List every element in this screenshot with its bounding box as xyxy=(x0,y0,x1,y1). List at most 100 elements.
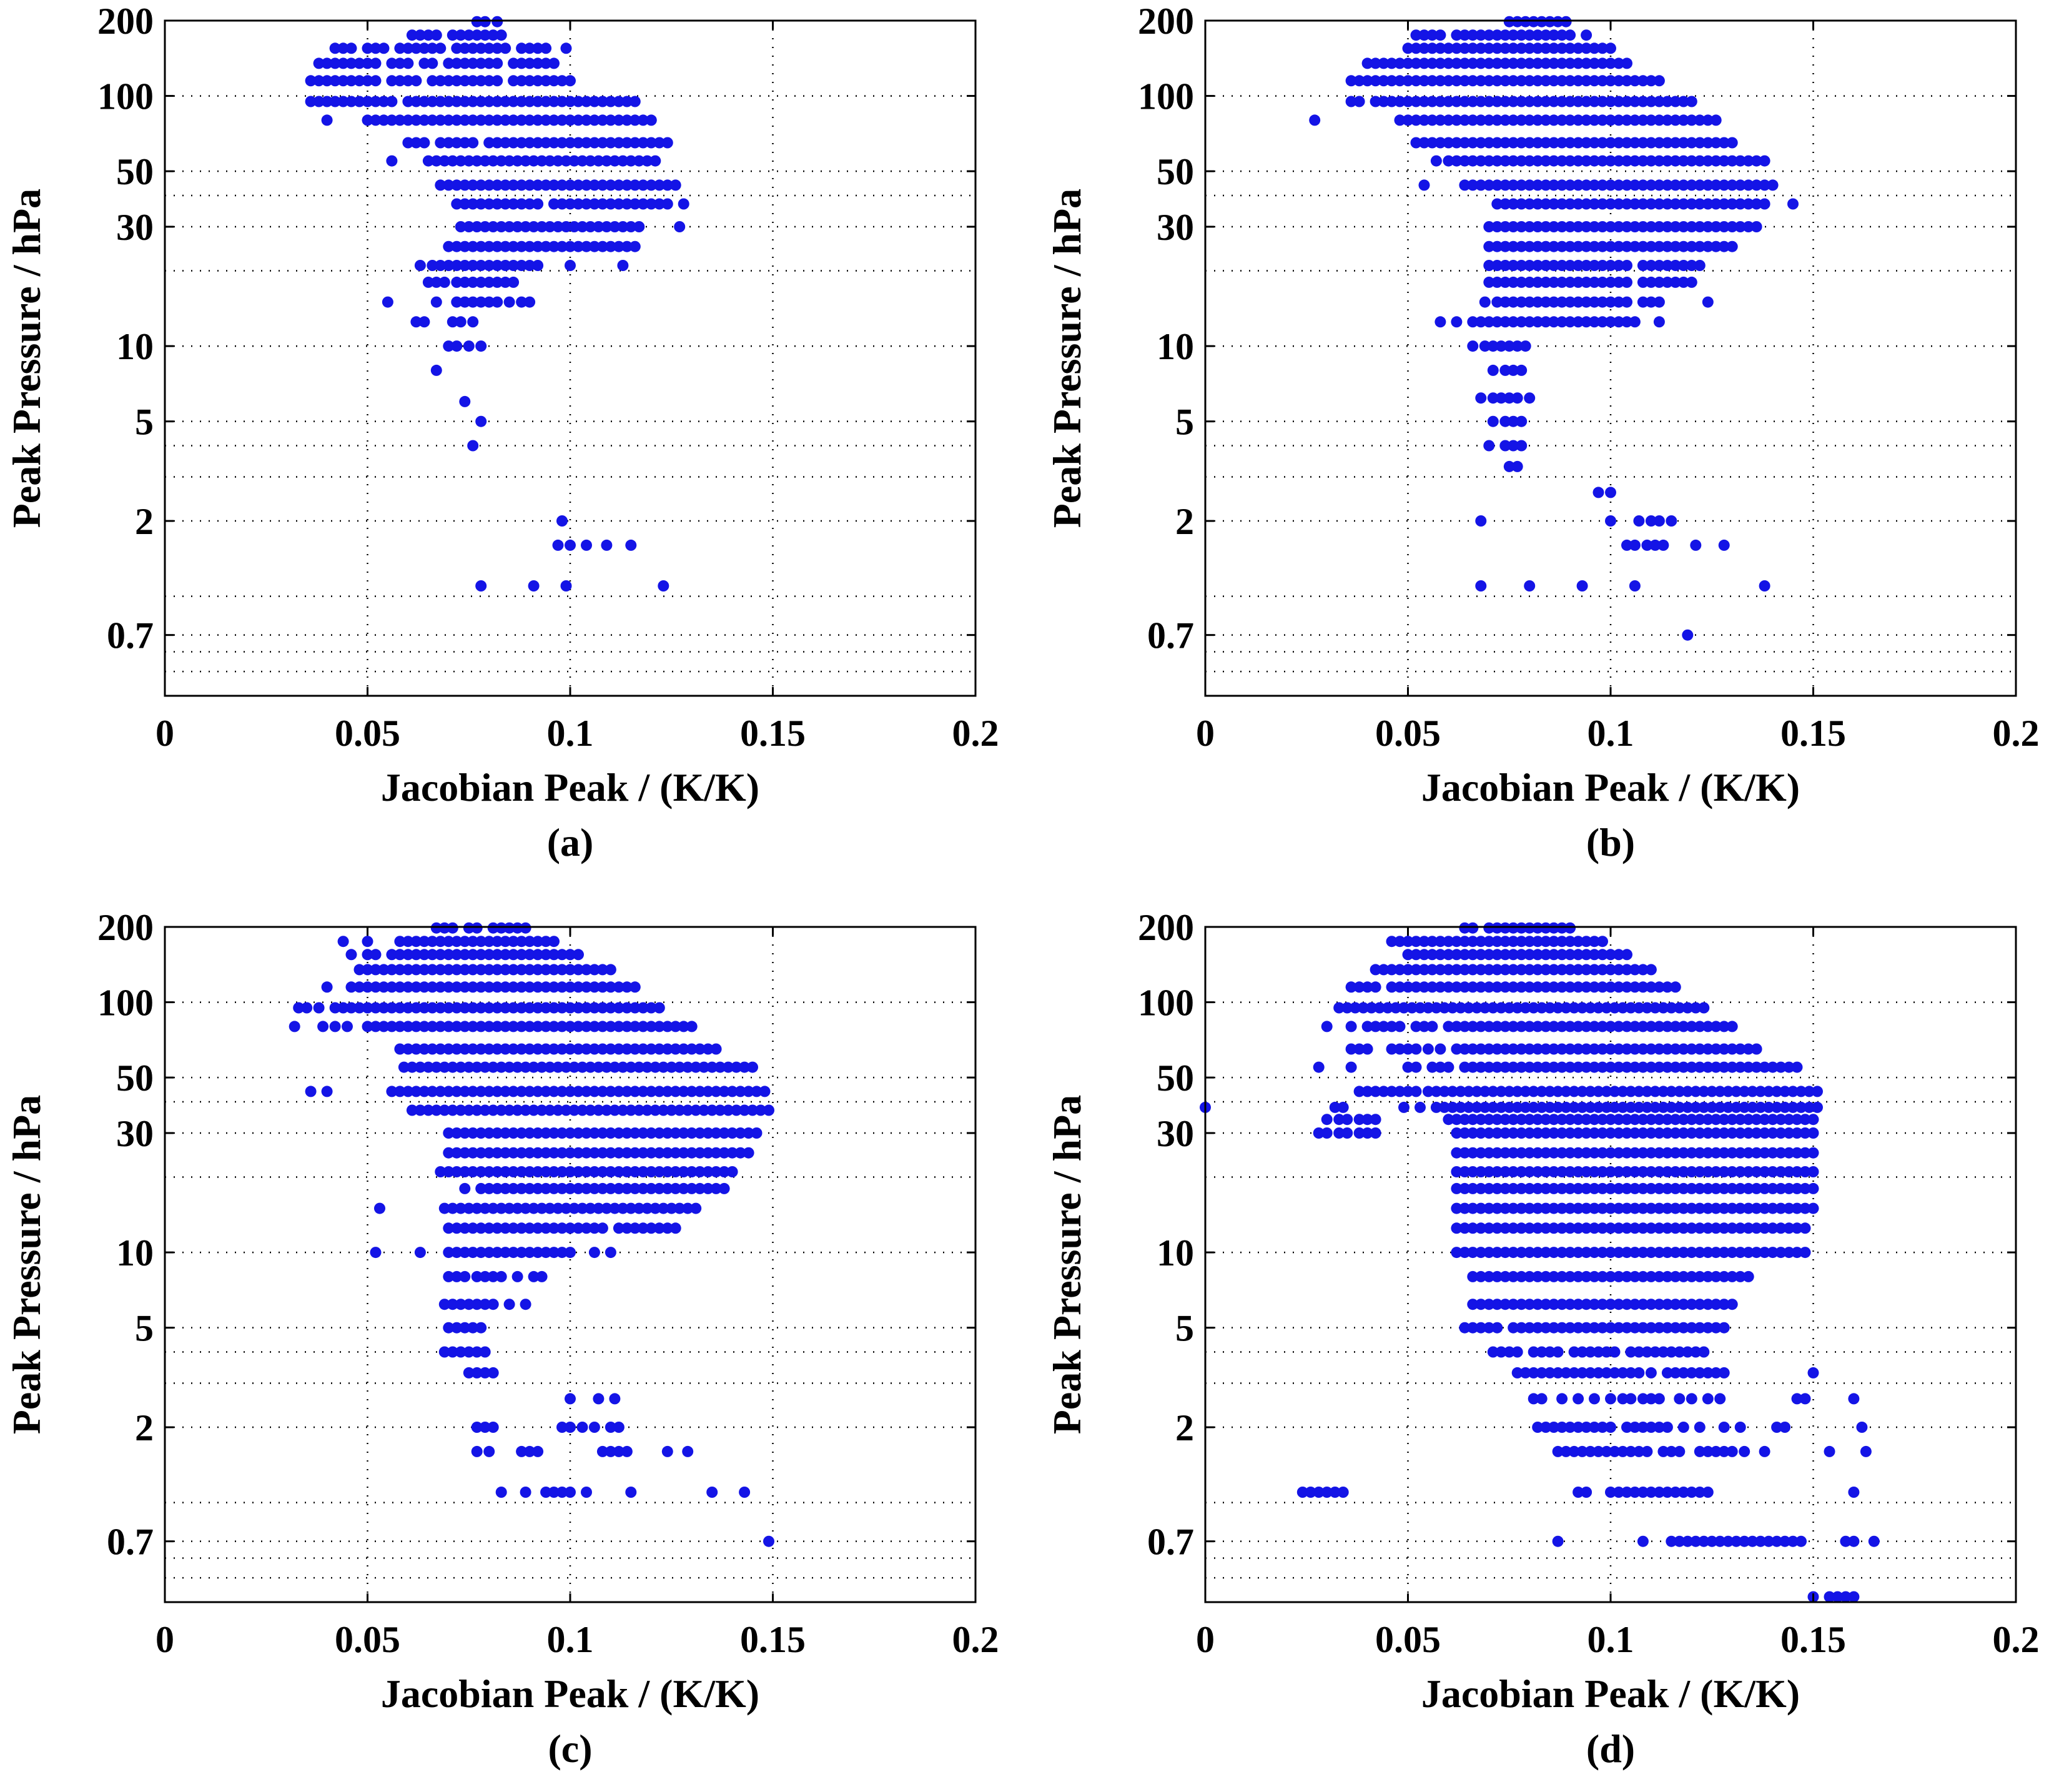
data-point xyxy=(427,1002,438,1014)
data-point xyxy=(1637,1322,1649,1334)
data-point xyxy=(1491,296,1503,308)
data-point xyxy=(1519,1367,1531,1379)
data-point xyxy=(451,1086,463,1097)
data-point xyxy=(1702,179,1714,191)
data-point xyxy=(483,1445,495,1457)
y-tick-label: 200 xyxy=(97,1,154,42)
data-point xyxy=(516,1247,528,1259)
data-point xyxy=(710,1127,722,1139)
data-point xyxy=(1548,949,1560,961)
data-point xyxy=(487,1367,499,1379)
data-point xyxy=(588,981,600,993)
data-point xyxy=(1568,1002,1580,1014)
data-point xyxy=(1516,1127,1528,1139)
data-point xyxy=(1718,1166,1730,1177)
y-tick-label: 0.7 xyxy=(107,615,154,656)
data-point xyxy=(1726,1021,1738,1032)
data-point xyxy=(459,1043,471,1055)
data-point xyxy=(1601,1445,1612,1457)
data-point xyxy=(1548,198,1560,210)
data-point xyxy=(1597,240,1608,252)
data-point xyxy=(1564,964,1576,976)
data-point xyxy=(661,1127,673,1139)
data-point xyxy=(552,1202,564,1214)
data-point xyxy=(1467,1202,1479,1214)
data-point xyxy=(1475,29,1487,41)
data-point xyxy=(427,57,438,69)
data-point xyxy=(1483,42,1495,54)
data-point xyxy=(1540,1202,1552,1214)
data-point xyxy=(451,981,463,993)
data-point xyxy=(1382,1002,1394,1014)
data-point xyxy=(503,296,515,308)
data-point xyxy=(653,1021,665,1032)
data-point xyxy=(548,949,560,961)
data-point xyxy=(1621,114,1632,126)
data-point xyxy=(1783,1127,1795,1139)
data-point xyxy=(1581,42,1592,54)
data-point xyxy=(1491,276,1503,288)
data-point xyxy=(1508,240,1519,252)
data-point xyxy=(524,936,536,948)
data-point xyxy=(1556,114,1568,126)
data-point xyxy=(1459,29,1471,41)
data-point xyxy=(500,1247,511,1259)
data-point xyxy=(1341,1127,1353,1139)
data-point xyxy=(573,1002,584,1014)
data-point xyxy=(565,137,576,149)
y-tick-label: 5 xyxy=(135,1308,154,1349)
data-point xyxy=(1503,340,1515,352)
data-point xyxy=(678,198,689,210)
data-point xyxy=(588,240,600,252)
data-point xyxy=(1410,1043,1422,1055)
data-point xyxy=(1702,296,1714,308)
data-point xyxy=(362,1002,373,1014)
data-point xyxy=(520,1487,531,1498)
data-point xyxy=(1386,1021,1398,1032)
data-point xyxy=(1791,1061,1803,1073)
data-point xyxy=(1483,1114,1495,1126)
data-point xyxy=(362,949,373,961)
data-point xyxy=(726,1147,738,1159)
data-point xyxy=(1633,1101,1645,1113)
data-point xyxy=(1799,1222,1811,1234)
data-point xyxy=(686,1147,698,1159)
data-point xyxy=(1625,1101,1637,1113)
data-point xyxy=(1592,1101,1604,1113)
data-point xyxy=(1726,1222,1738,1234)
data-point xyxy=(1702,1445,1714,1457)
data-point xyxy=(629,1002,641,1014)
data-point xyxy=(560,221,572,232)
data-point xyxy=(1637,179,1649,191)
data-point xyxy=(1321,1114,1333,1126)
data-point xyxy=(1686,1147,1697,1159)
data-point xyxy=(1694,114,1706,126)
data-point xyxy=(1321,1127,1333,1139)
data-point xyxy=(1564,981,1576,993)
data-point xyxy=(1394,936,1406,948)
x-tick-label: 0.05 xyxy=(1375,713,1441,754)
data-point xyxy=(1573,155,1584,167)
data-point xyxy=(1677,240,1689,252)
data-point xyxy=(1483,1166,1495,1177)
data-point xyxy=(1475,1299,1487,1310)
data-point xyxy=(524,949,536,961)
data-point xyxy=(374,1202,385,1214)
data-point xyxy=(1710,1270,1722,1282)
data-point xyxy=(1629,964,1641,976)
y-tick-label: 50 xyxy=(1157,1057,1194,1099)
data-point xyxy=(1775,1147,1787,1159)
data-point xyxy=(1394,1021,1406,1032)
data-point xyxy=(386,981,398,993)
data-point xyxy=(1698,1086,1710,1097)
data-point xyxy=(666,1202,678,1214)
data-point xyxy=(1499,1114,1511,1126)
data-point xyxy=(1637,137,1649,149)
data-point xyxy=(1508,364,1519,376)
data-point xyxy=(1698,1535,1710,1547)
data-point xyxy=(451,276,463,288)
data-point xyxy=(1742,1114,1754,1126)
data-point xyxy=(1573,1393,1584,1405)
data-point xyxy=(532,1222,544,1234)
data-point xyxy=(581,1086,592,1097)
